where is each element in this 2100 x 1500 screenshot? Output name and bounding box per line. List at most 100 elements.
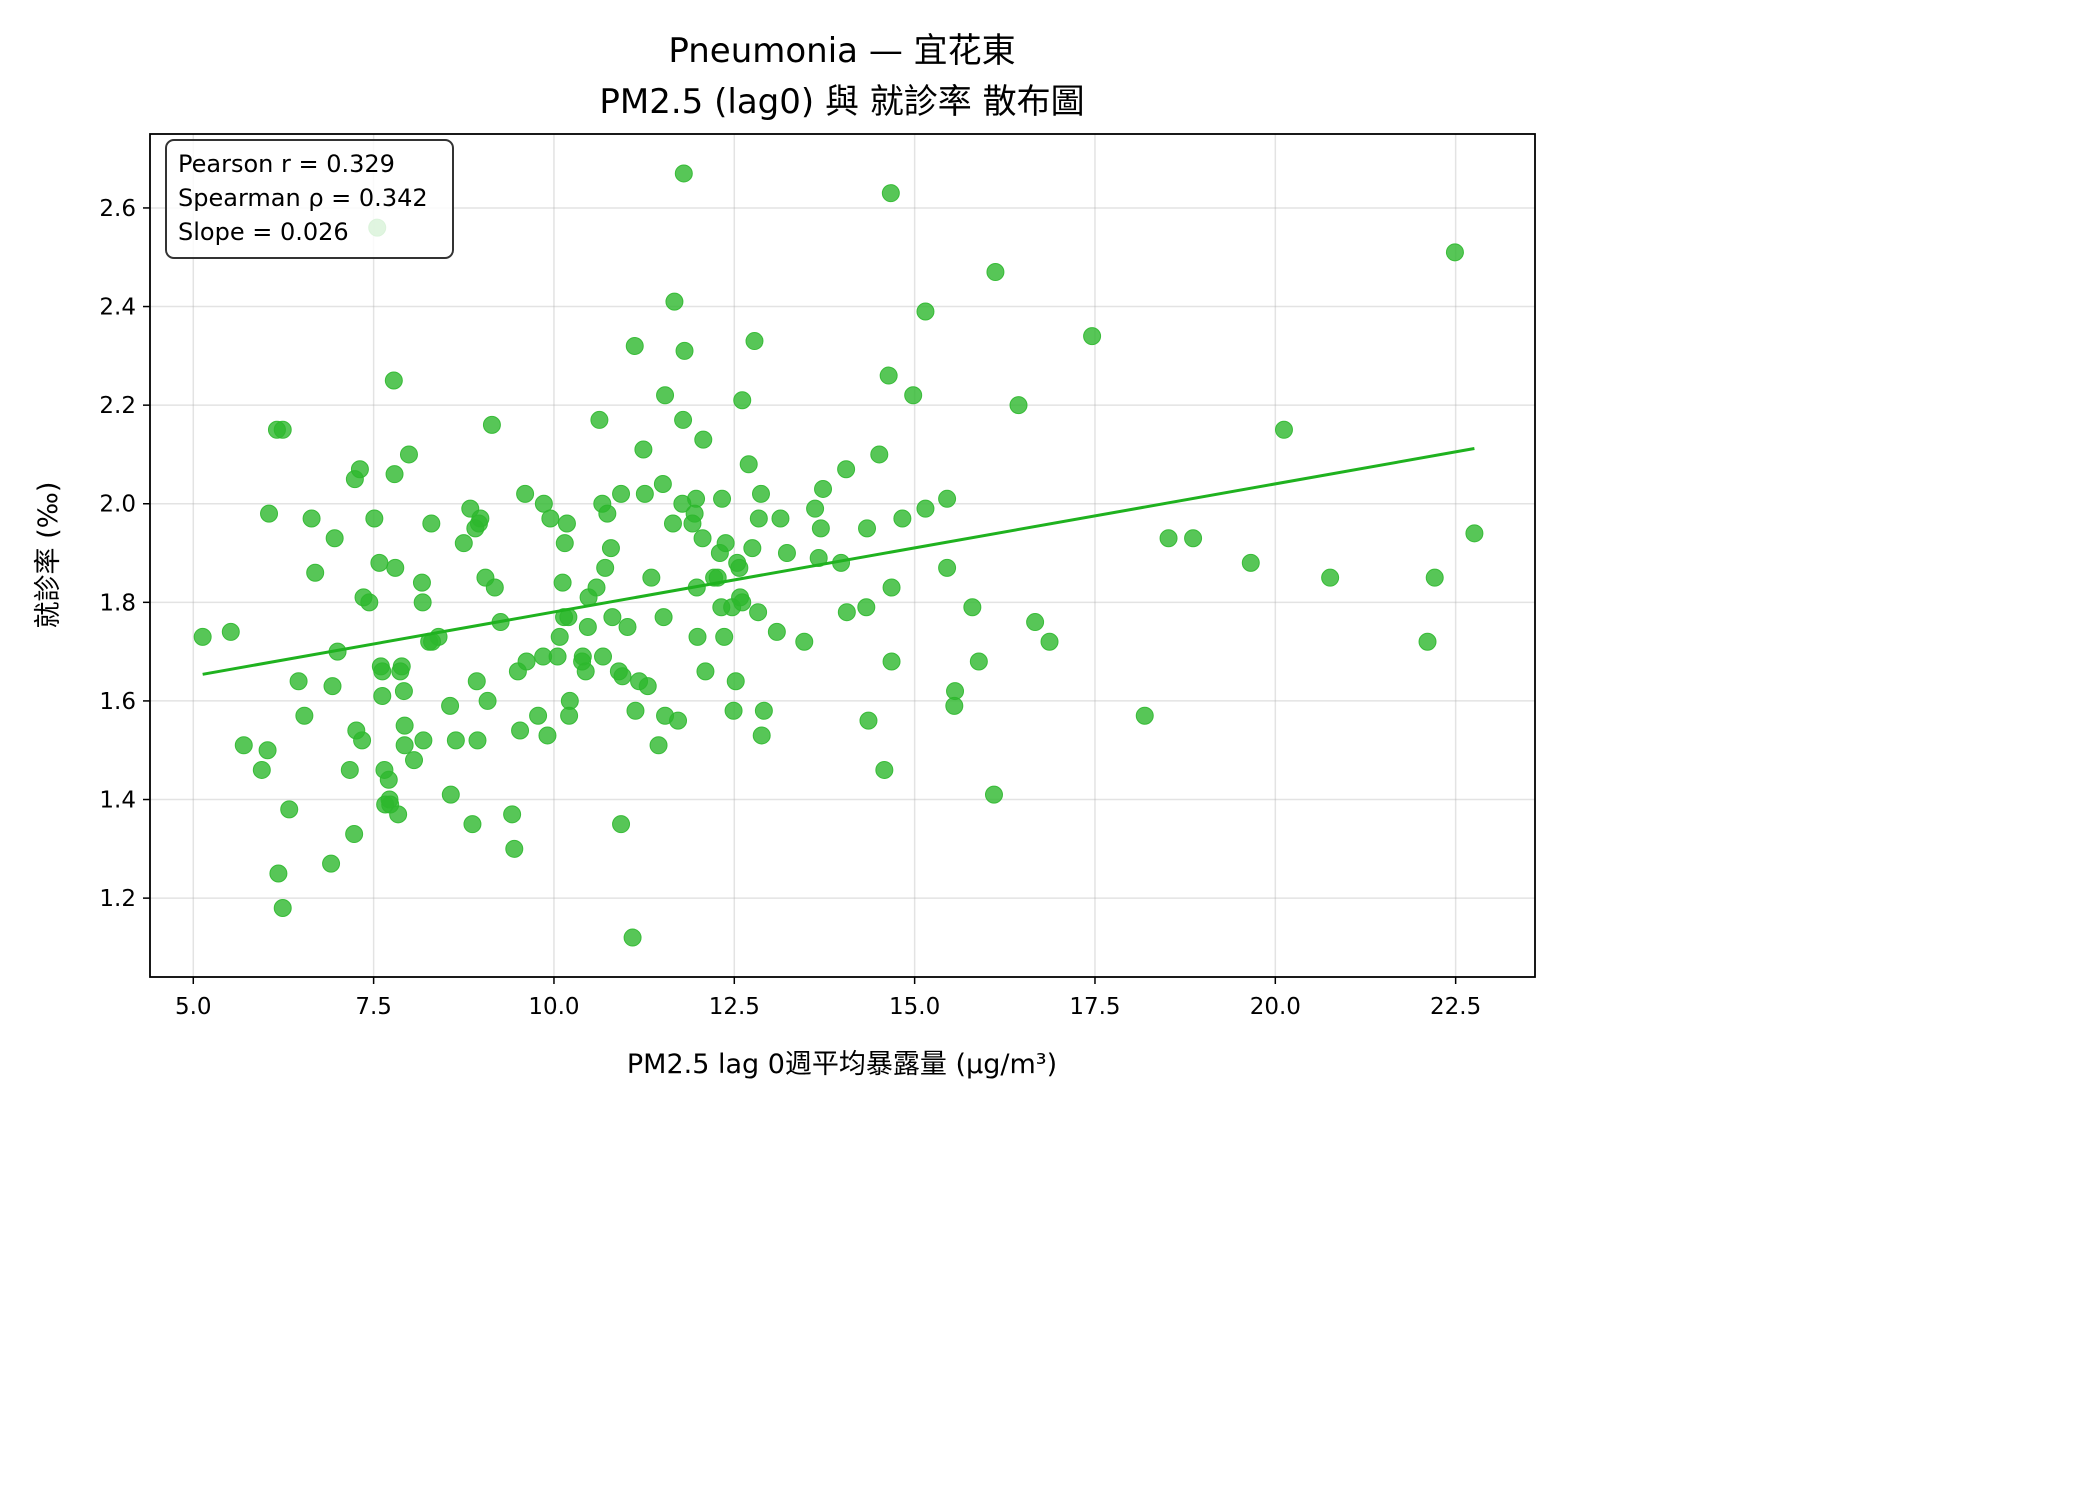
chart-title: Pneumonia — 宜花東 — [668, 31, 1015, 71]
scatter-point — [534, 494, 553, 513]
scatter-point — [754, 701, 773, 720]
scatter-point — [389, 805, 408, 824]
scatter-point — [603, 608, 622, 627]
scatter-point — [573, 647, 592, 666]
scatter-point — [726, 672, 745, 691]
scatter-point — [405, 751, 424, 770]
stats-spearman: Spearman ρ = 0.342 — [178, 184, 428, 212]
scatter-point — [441, 696, 460, 715]
scatter-point — [399, 445, 418, 464]
scatter-point — [550, 627, 569, 646]
scatter-point — [857, 598, 876, 617]
stats-box-frame — [165, 139, 454, 259]
scatter-point — [938, 558, 957, 577]
scatter-point — [395, 716, 414, 735]
scatter-point — [596, 558, 615, 577]
scatter-point — [739, 455, 758, 474]
scatter-point — [370, 553, 389, 572]
x-tick-label: 10.0 — [528, 994, 579, 1020]
scatter-point — [879, 366, 898, 385]
stats-slope: Slope = 0.026 — [178, 218, 349, 246]
scatter-point — [234, 736, 253, 755]
regression-line — [202, 447, 1475, 676]
scatter-point — [360, 593, 379, 612]
scatter-point — [353, 731, 372, 750]
scatter-point — [384, 371, 403, 390]
scatter-point — [771, 509, 790, 528]
scatter-point — [715, 627, 734, 646]
scatter-point — [882, 578, 901, 597]
y-tick-label: 2.0 — [99, 492, 136, 518]
chart-subtitle: PM2.5 (lag0) 與 就診率 散布圖 — [599, 82, 1084, 122]
scatter-point — [553, 573, 572, 592]
scatter-point — [716, 534, 735, 553]
scatter-point — [623, 928, 642, 947]
scatter-point — [601, 539, 620, 558]
scatter-point — [904, 386, 923, 405]
scatter-point — [916, 499, 935, 518]
scatter-chart: Pneumonia — 宜花東 PM2.5 (lag0) 與 就診率 散布圖 5… — [33, 31, 1536, 1080]
scatter-point — [984, 785, 1003, 804]
scatter-point — [1135, 706, 1154, 725]
scatter-point — [881, 184, 900, 203]
scatter-point — [642, 568, 661, 587]
scatter-point — [635, 484, 654, 503]
scatter-point — [674, 410, 693, 429]
scatter-point — [938, 489, 957, 508]
scatter-point — [340, 760, 359, 779]
scatter-point — [963, 598, 982, 617]
scatter-point — [413, 593, 432, 612]
scatter-point — [777, 544, 796, 563]
scatter-point — [858, 519, 877, 538]
scatter-point — [893, 509, 912, 528]
scatter-point — [1009, 396, 1028, 415]
scatter-point — [576, 662, 595, 681]
scatter-point — [325, 529, 344, 548]
scatter-point — [517, 652, 536, 671]
scatter-point — [733, 391, 752, 410]
scatter-point — [478, 691, 497, 710]
scatter-point — [412, 573, 431, 592]
scatter-point — [837, 603, 856, 622]
scatter-point — [749, 509, 768, 528]
scatter-point — [252, 760, 271, 779]
scatter-point — [625, 336, 644, 355]
scatter-point — [414, 731, 433, 750]
scatter-point — [379, 770, 398, 789]
scatter-point — [859, 711, 878, 730]
scatter-point — [809, 548, 828, 567]
y-tick-label: 2.4 — [99, 295, 136, 321]
scatter-point — [969, 652, 988, 671]
scatter-point — [612, 815, 631, 834]
scatter-point — [587, 578, 606, 597]
y-axis-label: 就診率 (‰) — [33, 482, 64, 629]
scatter-point — [516, 484, 535, 503]
scatter-point — [694, 430, 713, 449]
scatter-point — [814, 479, 833, 498]
scatter-point — [1425, 568, 1444, 587]
scatter-point — [511, 721, 530, 740]
scatter-point — [590, 410, 609, 429]
x-tick-label: 20.0 — [1250, 994, 1301, 1020]
scatter-point — [1026, 613, 1045, 632]
scatter-point — [289, 672, 308, 691]
scatter-point — [649, 736, 668, 755]
y-tick-label: 1.8 — [99, 590, 136, 616]
scatter-point — [394, 682, 413, 701]
scatter-point — [193, 627, 212, 646]
scatter-point — [221, 622, 240, 641]
y-tick-label: 2.2 — [99, 393, 136, 419]
scatter-point — [1274, 420, 1293, 439]
scatter-point — [654, 608, 673, 627]
scatter-point — [653, 475, 672, 494]
scatter-point — [529, 706, 548, 725]
scatter-point — [1241, 553, 1260, 572]
stats-pearson: Pearson r = 0.329 — [178, 150, 395, 178]
scatter-point — [505, 839, 524, 858]
scatter-point — [482, 415, 501, 434]
grid-lines — [150, 134, 1535, 977]
scatter-point — [454, 534, 473, 553]
scatter-point — [806, 499, 825, 518]
scatter-point — [1418, 632, 1437, 651]
scatter-point — [598, 504, 617, 523]
